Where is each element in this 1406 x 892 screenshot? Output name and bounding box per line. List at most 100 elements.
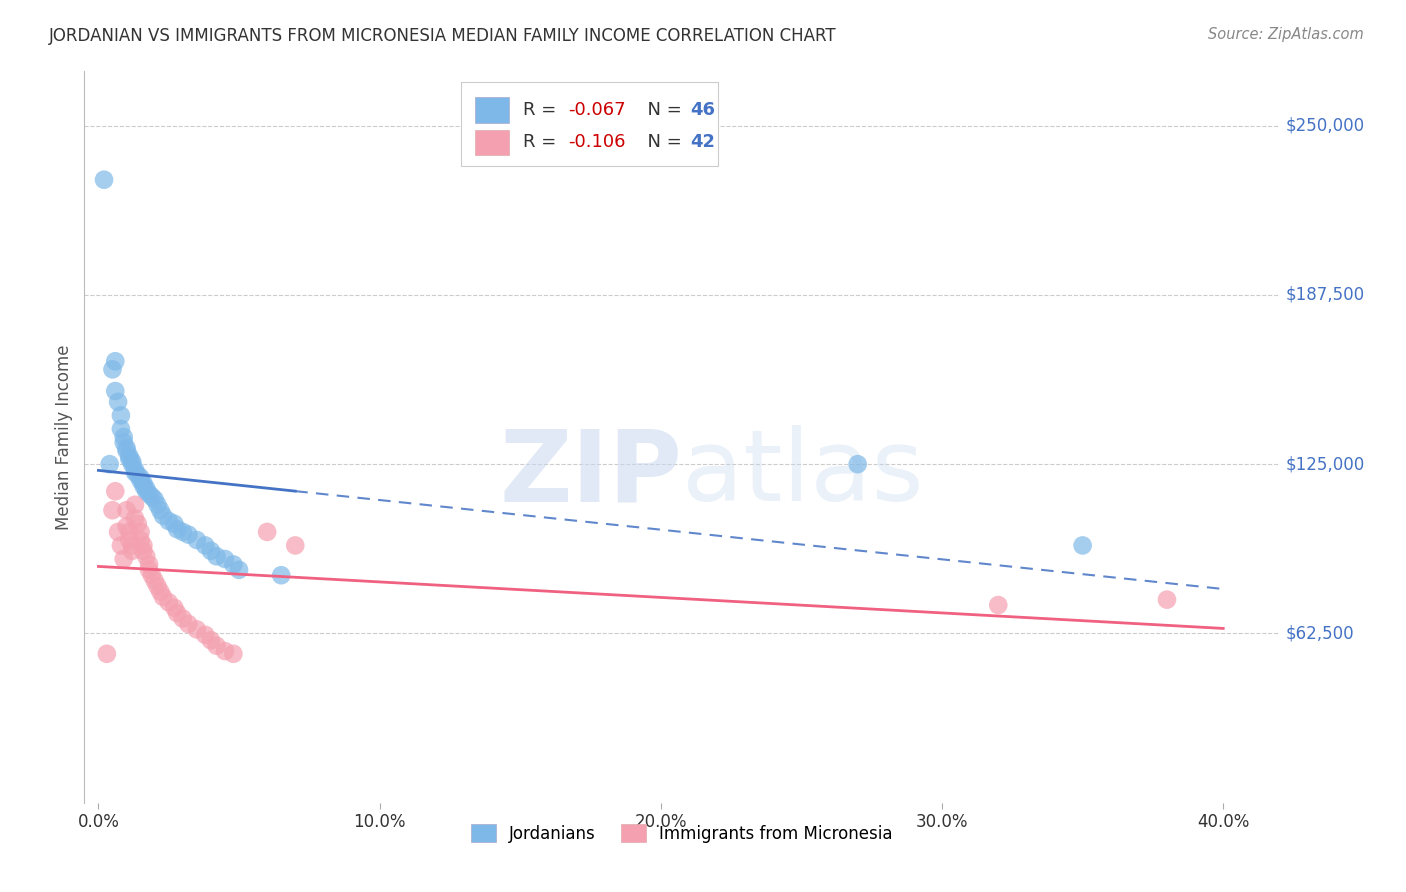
- Point: [177, 617, 200, 632]
- Point: [93, 172, 115, 186]
- Point: [110, 409, 132, 423]
- Point: [186, 623, 208, 637]
- Point: [104, 484, 127, 499]
- Point: [118, 449, 141, 463]
- Point: [194, 538, 217, 552]
- Text: Source: ZipAtlas.com: Source: ZipAtlas.com: [1208, 27, 1364, 42]
- Point: [152, 508, 174, 523]
- Point: [129, 524, 152, 539]
- Point: [143, 574, 166, 588]
- Point: [115, 519, 138, 533]
- Text: 46: 46: [690, 101, 716, 120]
- Text: ZIP: ZIP: [499, 425, 682, 522]
- Point: [127, 516, 149, 531]
- Point: [121, 538, 143, 552]
- Point: [146, 579, 169, 593]
- Point: [138, 558, 160, 572]
- Point: [138, 487, 160, 501]
- Point: [98, 457, 121, 471]
- Point: [846, 457, 869, 471]
- Point: [152, 590, 174, 604]
- Point: [157, 595, 180, 609]
- FancyBboxPatch shape: [475, 129, 509, 155]
- Point: [124, 465, 146, 479]
- Point: [124, 511, 146, 525]
- FancyBboxPatch shape: [475, 97, 509, 123]
- Point: [222, 647, 245, 661]
- Point: [270, 568, 292, 582]
- Point: [166, 606, 188, 620]
- Point: [124, 498, 146, 512]
- Point: [143, 492, 166, 507]
- Point: [110, 538, 132, 552]
- Text: R =: R =: [523, 101, 562, 120]
- Point: [112, 435, 135, 450]
- Text: $187,500: $187,500: [1285, 285, 1365, 304]
- Point: [149, 584, 172, 599]
- Point: [146, 498, 169, 512]
- Point: [115, 503, 138, 517]
- Point: [987, 598, 1010, 612]
- Point: [121, 457, 143, 471]
- Point: [96, 647, 118, 661]
- Y-axis label: Median Family Income: Median Family Income: [55, 344, 73, 530]
- Legend: Jordanians, Immigrants from Micronesia: Jordanians, Immigrants from Micronesia: [464, 818, 900, 849]
- Point: [121, 454, 143, 468]
- Point: [104, 384, 127, 398]
- Point: [118, 451, 141, 466]
- Text: -0.106: -0.106: [568, 133, 626, 152]
- Point: [205, 549, 228, 564]
- Point: [200, 544, 222, 558]
- Point: [172, 524, 194, 539]
- Point: [112, 430, 135, 444]
- Point: [132, 544, 155, 558]
- Point: [135, 484, 157, 499]
- Point: [112, 552, 135, 566]
- Point: [141, 490, 163, 504]
- Point: [129, 533, 152, 547]
- Point: [256, 524, 278, 539]
- Point: [172, 611, 194, 625]
- Point: [135, 482, 157, 496]
- Point: [101, 503, 124, 517]
- Point: [132, 479, 155, 493]
- Text: 42: 42: [690, 133, 716, 152]
- Point: [214, 644, 236, 658]
- Point: [115, 443, 138, 458]
- Point: [194, 628, 217, 642]
- Point: [121, 544, 143, 558]
- Point: [135, 549, 157, 564]
- Text: N =: N =: [637, 101, 688, 120]
- Point: [205, 639, 228, 653]
- Point: [177, 527, 200, 541]
- Point: [115, 441, 138, 455]
- Point: [132, 476, 155, 491]
- Point: [200, 633, 222, 648]
- Point: [101, 362, 124, 376]
- Point: [163, 516, 186, 531]
- Point: [107, 524, 129, 539]
- Point: [127, 468, 149, 483]
- Point: [186, 533, 208, 547]
- Text: $125,000: $125,000: [1285, 455, 1365, 473]
- Point: [138, 563, 160, 577]
- Text: N =: N =: [637, 133, 688, 152]
- Text: $62,500: $62,500: [1285, 624, 1354, 642]
- Point: [118, 524, 141, 539]
- Point: [141, 568, 163, 582]
- Text: atlas: atlas: [682, 425, 924, 522]
- Point: [149, 503, 172, 517]
- Point: [222, 558, 245, 572]
- Text: $250,000: $250,000: [1285, 117, 1365, 135]
- Point: [107, 395, 129, 409]
- Point: [124, 462, 146, 476]
- Point: [1156, 592, 1178, 607]
- Point: [132, 538, 155, 552]
- Point: [166, 522, 188, 536]
- Point: [118, 533, 141, 547]
- Point: [104, 354, 127, 368]
- Point: [129, 474, 152, 488]
- Text: R =: R =: [523, 133, 562, 152]
- Point: [284, 538, 307, 552]
- FancyBboxPatch shape: [461, 82, 718, 167]
